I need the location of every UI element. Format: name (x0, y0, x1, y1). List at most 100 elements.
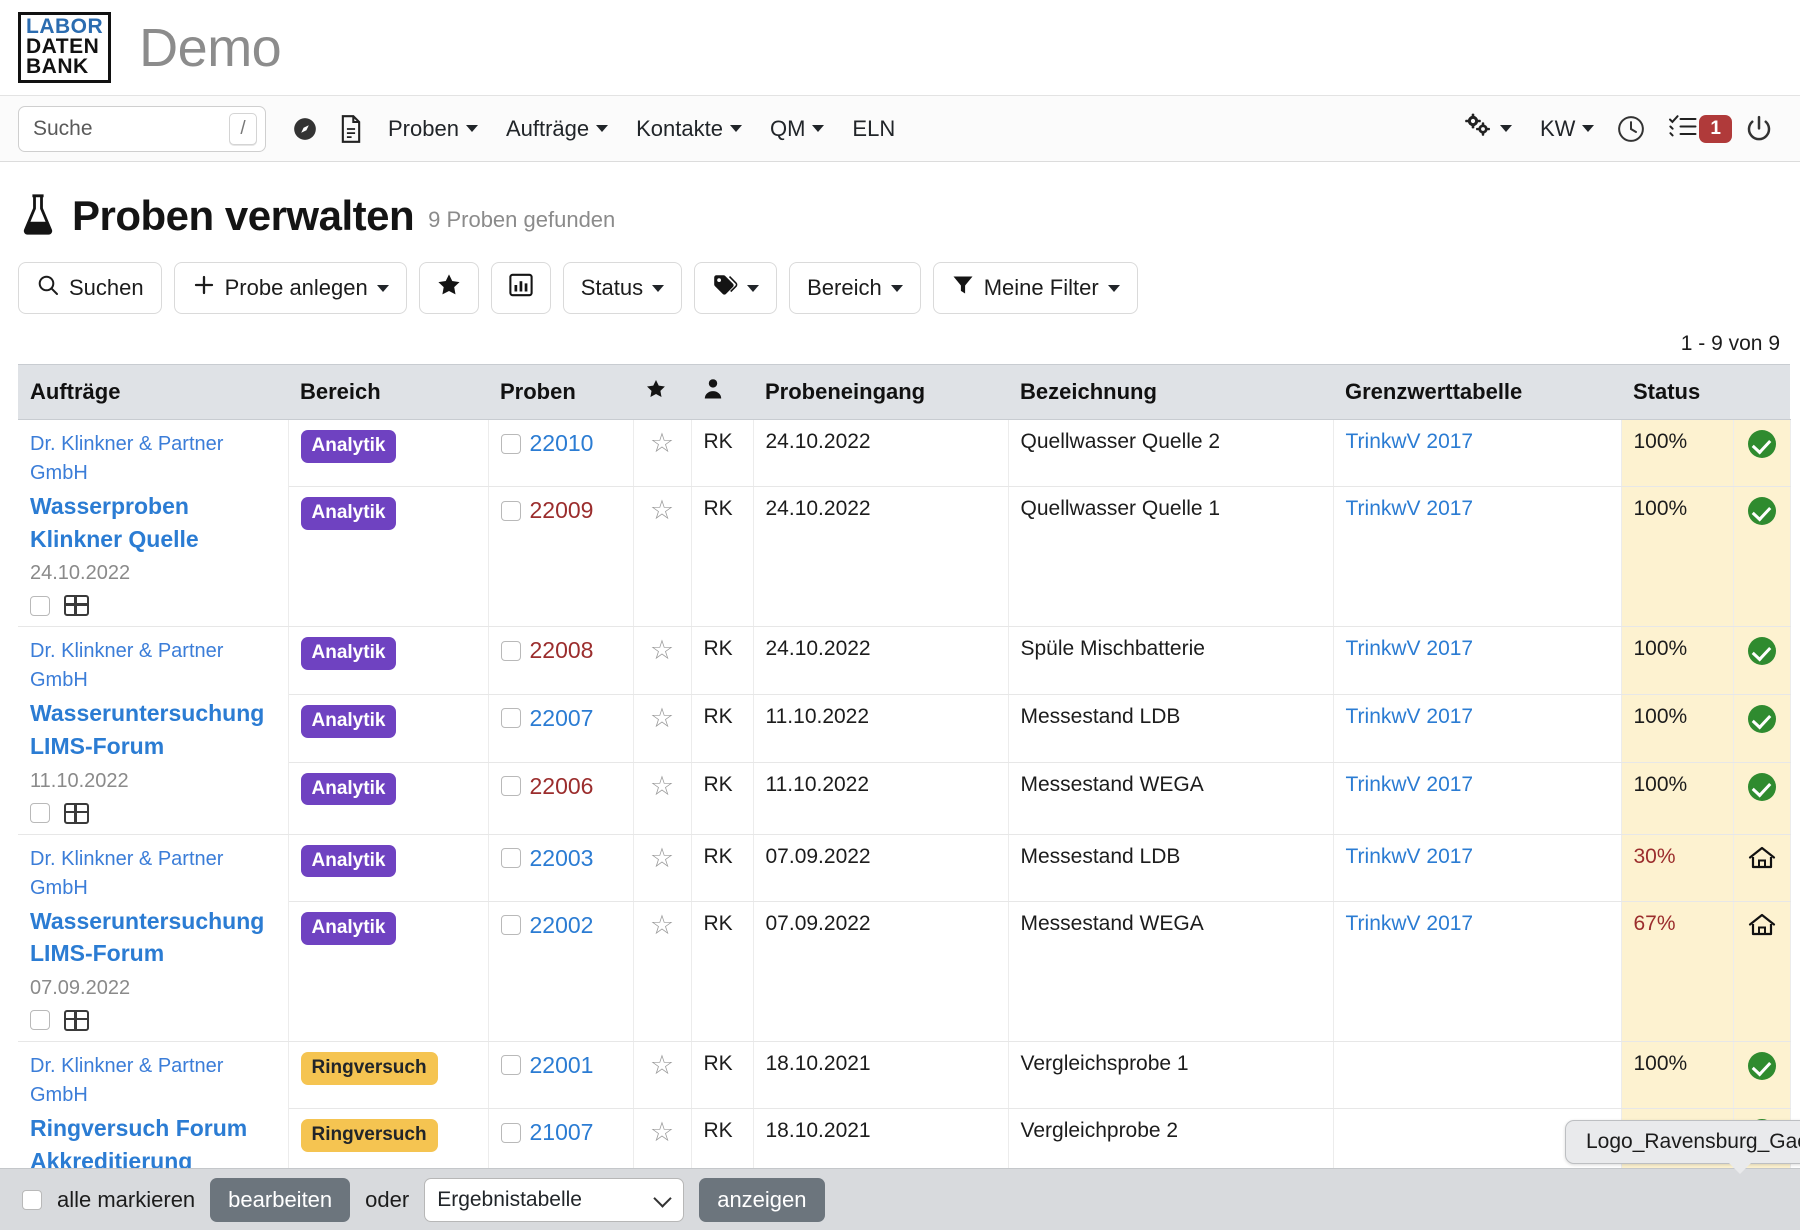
order-name[interactable]: Wasseruntersuchung LIMS-Forum (30, 907, 265, 967)
favorite-cell[interactable]: ☆ (633, 1040, 692, 1110)
probe-link[interactable]: 22002 (529, 911, 594, 938)
bereich-badge[interactable]: Ringversuch (300, 1051, 438, 1085)
bereich-badge[interactable]: Analytik (300, 430, 397, 463)
row-checkbox[interactable] (500, 776, 521, 797)
favorite-cell[interactable]: ☆ (633, 901, 692, 1042)
order-checkbox[interactable] (30, 1010, 50, 1031)
row-checkbox[interactable] (500, 640, 521, 661)
table-row[interactable]: Analytik 22002 ☆ RK 07.09.2022 Messestan… (18, 901, 1791, 1042)
nav-item-qm[interactable]: QM (756, 106, 838, 152)
table-view-icon[interactable] (64, 595, 89, 617)
probe-link[interactable]: 22007 (529, 704, 594, 731)
edit-button[interactable]: bearbeiten (210, 1177, 351, 1222)
favorite-cell[interactable]: ☆ (633, 762, 692, 835)
order-checkbox[interactable] (30, 803, 50, 824)
my-filters-button[interactable]: Meine Filter (932, 262, 1138, 314)
star-outline-icon[interactable]: ☆ (649, 1117, 675, 1148)
row-checkbox[interactable] (500, 500, 521, 521)
order-name[interactable]: Wasserproben Klinkner Quelle (30, 493, 199, 552)
search-button[interactable]: Suchen (18, 262, 162, 314)
report-select[interactable]: Ergebnistabelle (424, 1177, 685, 1222)
star-outline-icon[interactable]: ☆ (649, 635, 675, 666)
probe-link[interactable]: 22010 (529, 430, 594, 456)
bereich-badge[interactable]: Analytik (300, 497, 397, 531)
search-input[interactable] (18, 105, 266, 152)
probe-link[interactable]: 22006 (529, 772, 594, 799)
create-sample-button[interactable]: Probe anlegen (173, 262, 407, 314)
dashboard-icon[interactable] (282, 106, 328, 152)
probe-link[interactable]: 22008 (529, 637, 594, 664)
table-row[interactable]: Dr. Klinkner & Partner GmbH Wasserunters… (18, 626, 1791, 835)
grenzwert-link[interactable]: TrinkwV 2017 (1345, 844, 1474, 868)
probe-link[interactable]: 22001 (529, 1051, 594, 1078)
favorite-cell[interactable]: ☆ (633, 486, 692, 628)
bereich-badge[interactable]: Analytik (300, 772, 397, 806)
row-checkbox[interactable] (500, 848, 521, 869)
probe-link[interactable]: 22003 (529, 844, 594, 871)
bereich-badge[interactable]: Analytik (300, 704, 397, 738)
row-checkbox[interactable] (500, 1055, 521, 1076)
table-row[interactable]: Dr. Klinkner & Partner GmbH Ringversuch … (18, 1040, 1791, 1230)
logo[interactable]: LABOR DATEN BANK (18, 11, 112, 84)
col-bezeichnung[interactable]: Bezeichnung (1008, 364, 1333, 420)
bereich-badge[interactable]: Analytik (300, 844, 397, 878)
bereich-badge[interactable]: Ringversuch (300, 1119, 438, 1153)
star-outline-icon[interactable]: ☆ (649, 702, 675, 733)
document-icon[interactable] (328, 106, 374, 152)
bereich-badge[interactable]: Analytik (300, 911, 397, 945)
grenzwert-link[interactable]: TrinkwV 2017 (1345, 637, 1474, 661)
select-all-checkbox[interactable] (22, 1189, 42, 1210)
col-auftraege[interactable]: Aufträge (18, 364, 288, 420)
favorite-cell[interactable]: ☆ (633, 626, 692, 695)
statistics-button[interactable] (490, 262, 551, 314)
nav-item-eln[interactable]: ELN (838, 106, 909, 152)
grenzwert-link[interactable]: TrinkwV 2017 (1345, 497, 1474, 521)
probe-link[interactable]: 21007 (529, 1119, 594, 1146)
area-filter-button[interactable]: Bereich (789, 262, 921, 314)
table-view-icon[interactable] (64, 1009, 89, 1031)
grenzwert-link[interactable]: TrinkwV 2017 (1345, 430, 1474, 453)
order-checkbox[interactable] (30, 595, 50, 616)
tag-filter-button[interactable] (694, 262, 778, 314)
bereich-badge[interactable]: Analytik (300, 637, 397, 671)
col-status[interactable]: Status (1621, 364, 1733, 420)
star-outline-icon[interactable]: ☆ (649, 909, 675, 940)
grenzwert-link[interactable]: TrinkwV 2017 (1345, 704, 1474, 728)
table-row[interactable]: Analytik 22009 ☆ RK 24.10.2022 Quellwass… (18, 486, 1791, 628)
col-probeneingang[interactable]: Probeneingang (753, 364, 1008, 420)
grenzwert-link[interactable]: TrinkwV 2017 (1345, 772, 1474, 796)
order-company[interactable]: Dr. Klinkner & Partner GmbH (30, 847, 224, 899)
star-outline-icon[interactable]: ☆ (649, 1049, 675, 1080)
table-row[interactable]: Analytik 22006 ☆ RK 11.10.2022 Messestan… (18, 762, 1791, 835)
nav-item-auftraege[interactable]: Aufträge (492, 106, 622, 152)
show-button[interactable]: anzeigen (699, 1177, 825, 1222)
favorite-cell[interactable]: ☆ (633, 833, 692, 902)
row-checkbox[interactable] (500, 1122, 521, 1143)
settings-menu[interactable] (1449, 106, 1526, 152)
order-name[interactable]: Wasseruntersuchung LIMS-Forum (30, 700, 265, 759)
star-outline-icon[interactable]: ☆ (649, 770, 675, 801)
favorites-button[interactable] (418, 262, 479, 314)
order-company[interactable]: Dr. Klinkner & Partner GmbH (30, 640, 224, 692)
kw-menu[interactable]: KW (1526, 106, 1608, 152)
col-proben[interactable]: Proben (488, 364, 633, 420)
table-view-icon[interactable] (64, 802, 89, 824)
col-person[interactable] (691, 364, 753, 420)
power-icon[interactable] (1736, 106, 1782, 152)
row-checkbox[interactable] (500, 708, 521, 729)
star-outline-icon[interactable]: ☆ (649, 842, 675, 873)
star-outline-icon[interactable]: ☆ (649, 428, 675, 458)
table-row[interactable]: Dr. Klinkner & Partner GmbH Wasserunters… (18, 833, 1791, 1042)
order-company[interactable]: Dr. Klinkner & Partner GmbH (30, 433, 224, 484)
star-outline-icon[interactable]: ☆ (649, 495, 675, 526)
row-checkbox[interactable] (500, 915, 521, 936)
table-row[interactable]: Dr. Klinkner & Partner GmbH Wasserproben… (18, 418, 1791, 628)
table-row[interactable]: Analytik 22007 ☆ RK 11.10.2022 Messestan… (18, 694, 1791, 763)
clock-icon[interactable] (1608, 106, 1654, 152)
grenzwert-link[interactable]: TrinkwV 2017 (1345, 911, 1474, 935)
order-company[interactable]: Dr. Klinkner & Partner GmbH (30, 1054, 224, 1106)
probe-link[interactable]: 22009 (529, 497, 594, 524)
favorite-cell[interactable]: ☆ (633, 418, 692, 488)
tasks-menu[interactable]: 1 (1654, 106, 1736, 152)
nav-item-kontakte[interactable]: Kontakte (622, 106, 756, 152)
